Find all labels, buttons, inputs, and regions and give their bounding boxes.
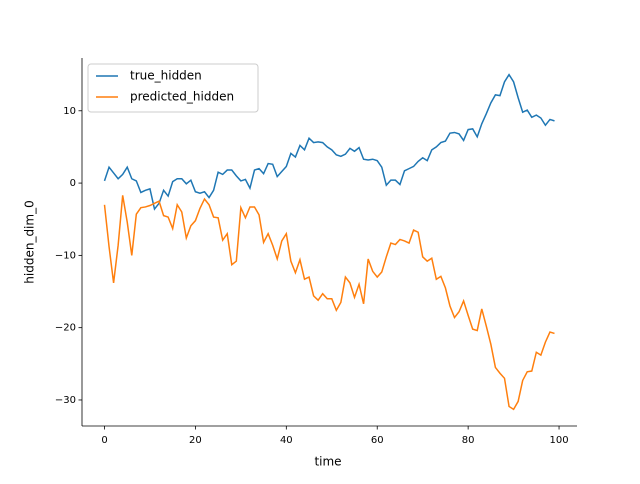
x-tick-label: 0: [101, 435, 107, 446]
legend-label: true_hidden: [130, 69, 202, 83]
x-axis-label: time: [314, 455, 341, 469]
y-tick-label: 10: [63, 106, 76, 117]
legend-label: predicted_hidden: [130, 90, 234, 104]
y-tick-label: −30: [55, 395, 76, 406]
legend-box: [87, 63, 259, 113]
y-tick-label: −10: [55, 250, 76, 261]
line-series: [103, 73, 555, 211]
x-tick-label: 40: [280, 435, 293, 446]
y-tick-label: 0: [70, 178, 76, 189]
line-series: [103, 195, 555, 411]
y-tick-label: −20: [55, 323, 76, 334]
x-tick-label: 80: [462, 435, 475, 446]
y-axis-label: hidden_dim_0: [23, 200, 37, 283]
x-tick-label: 60: [371, 435, 384, 446]
x-tick-label: 100: [549, 435, 568, 446]
x-tick-label: 20: [189, 435, 202, 446]
